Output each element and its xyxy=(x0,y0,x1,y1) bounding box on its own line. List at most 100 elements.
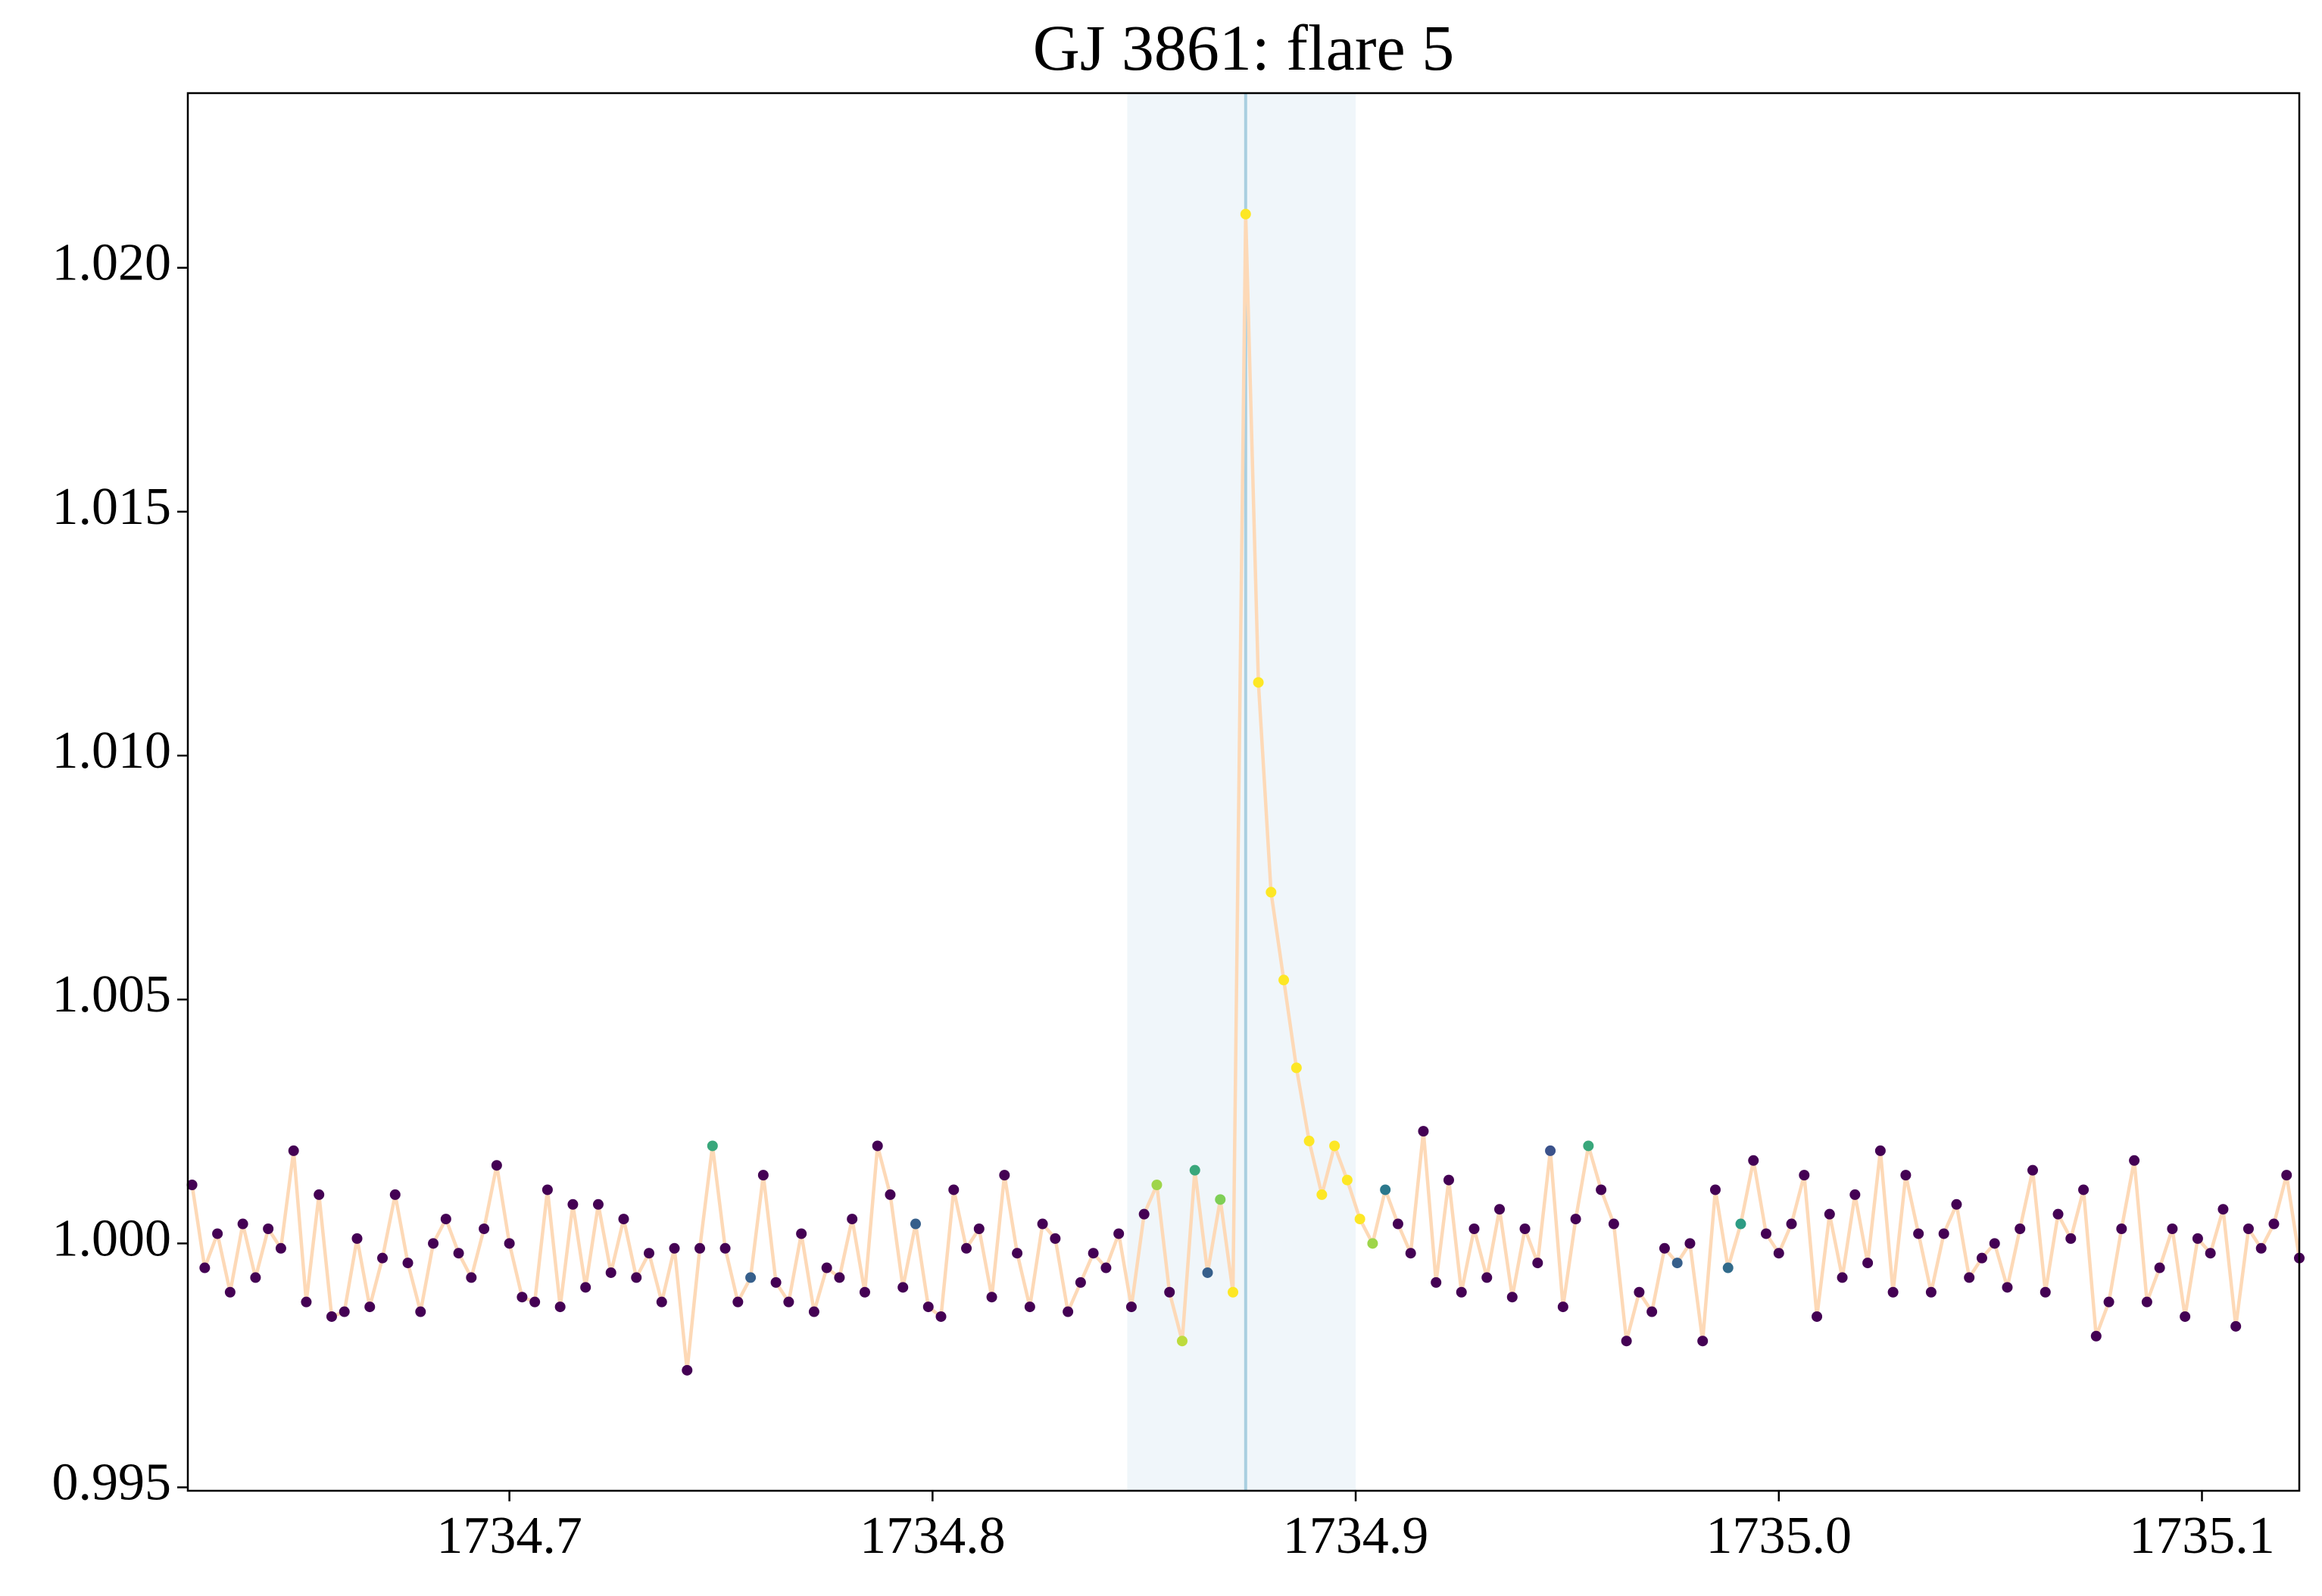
data-point xyxy=(263,1223,274,1234)
data-point xyxy=(910,1218,921,1230)
data-point xyxy=(1938,1228,1949,1239)
data-point xyxy=(1367,1238,1378,1249)
x-tick-label: 1734.8 xyxy=(860,1507,1006,1565)
data-point xyxy=(1824,1208,1835,1220)
flare-span xyxy=(1127,93,1356,1491)
data-point xyxy=(2116,1223,2127,1234)
data-point xyxy=(224,1286,236,1298)
data-point xyxy=(1443,1174,1454,1186)
data-point xyxy=(1557,1301,1568,1313)
data-point xyxy=(1684,1238,1696,1249)
data-point xyxy=(1418,1126,1429,1137)
data-point xyxy=(1697,1336,1709,1347)
data-point xyxy=(1176,1336,1188,1347)
data-point xyxy=(517,1292,528,1303)
data-point xyxy=(1392,1218,1403,1230)
data-point xyxy=(1088,1248,1099,1259)
data-point xyxy=(529,1296,541,1308)
data-point xyxy=(1786,1218,1797,1230)
data-point xyxy=(415,1306,426,1317)
data-point xyxy=(2040,1286,2051,1298)
data-point xyxy=(592,1199,604,1210)
data-point xyxy=(580,1282,591,1293)
data-point xyxy=(707,1140,718,1152)
data-point xyxy=(1329,1140,1340,1152)
data-point xyxy=(567,1199,579,1210)
data-point xyxy=(199,1262,211,1273)
data-point xyxy=(288,1145,299,1156)
data-point xyxy=(2078,1184,2089,1195)
data-point xyxy=(783,1296,794,1308)
data-point xyxy=(1862,1258,1874,1269)
data-point xyxy=(1874,1145,1886,1156)
x-tick-label: 1735.1 xyxy=(2129,1507,2275,1565)
data-point xyxy=(1506,1292,1518,1303)
data-point xyxy=(1596,1184,1607,1195)
data-point xyxy=(1887,1286,1899,1298)
data-point xyxy=(1964,1272,1975,1283)
data-point xyxy=(1012,1248,1023,1259)
data-point xyxy=(339,1306,350,1317)
data-point xyxy=(1100,1262,1112,1273)
data-point xyxy=(986,1292,997,1303)
x-tick-label: 1734.7 xyxy=(436,1507,582,1565)
data-point xyxy=(1989,1238,2000,1249)
data-point xyxy=(757,1170,769,1181)
data-point xyxy=(275,1242,286,1254)
data-point xyxy=(897,1282,909,1293)
data-point xyxy=(605,1267,616,1278)
data-point xyxy=(770,1276,782,1288)
data-point xyxy=(1468,1223,1480,1234)
data-point xyxy=(1202,1267,1213,1278)
data-point xyxy=(2027,1164,2039,1176)
data-point xyxy=(1380,1184,1391,1195)
x-tick-label: 1735.0 xyxy=(1706,1507,1852,1565)
data-point xyxy=(1240,208,1251,220)
data-point xyxy=(2167,1223,2178,1234)
data-point xyxy=(1646,1306,1658,1317)
y-tick-label: 0.995 xyxy=(52,1454,172,1512)
data-point xyxy=(1748,1155,1759,1166)
data-point xyxy=(796,1228,807,1239)
data-point xyxy=(504,1238,515,1249)
data-point xyxy=(1316,1189,1328,1200)
data-point xyxy=(935,1311,947,1322)
data-point xyxy=(1583,1140,1594,1152)
data-point xyxy=(1976,1252,1987,1264)
data-point xyxy=(2129,1155,2140,1166)
data-point xyxy=(2065,1233,2077,1244)
data-point xyxy=(656,1296,667,1308)
data-point xyxy=(1799,1170,1810,1181)
data-point xyxy=(719,1242,731,1254)
data-point xyxy=(364,1301,376,1313)
data-point xyxy=(1024,1301,1035,1313)
data-point xyxy=(1354,1214,1365,1225)
data-point xyxy=(1405,1248,1416,1259)
data-point xyxy=(479,1223,490,1234)
data-point xyxy=(1659,1242,1670,1254)
data-point xyxy=(872,1140,883,1152)
y-tick-label: 1.000 xyxy=(52,1209,172,1267)
data-point xyxy=(1671,1258,1683,1269)
data-point xyxy=(1075,1276,1086,1288)
data-point xyxy=(2015,1223,2026,1234)
data-point xyxy=(2052,1208,2064,1220)
data-point xyxy=(2141,1296,2152,1308)
data-point xyxy=(1709,1184,1721,1195)
data-point xyxy=(2217,1204,2229,1215)
data-point xyxy=(1063,1306,1074,1317)
data-point xyxy=(1532,1258,1543,1269)
data-point xyxy=(618,1214,629,1225)
y-tick-label: 1.010 xyxy=(52,722,172,780)
data-point xyxy=(1341,1174,1353,1186)
data-point xyxy=(631,1272,642,1283)
data-point xyxy=(1125,1301,1137,1313)
data-point xyxy=(948,1184,960,1195)
data-point xyxy=(377,1252,389,1264)
data-point xyxy=(1151,1180,1163,1191)
y-tick-label: 1.015 xyxy=(52,478,172,536)
data-point xyxy=(821,1262,832,1273)
y-tick-label: 1.005 xyxy=(52,965,172,1024)
data-point xyxy=(1113,1228,1125,1239)
